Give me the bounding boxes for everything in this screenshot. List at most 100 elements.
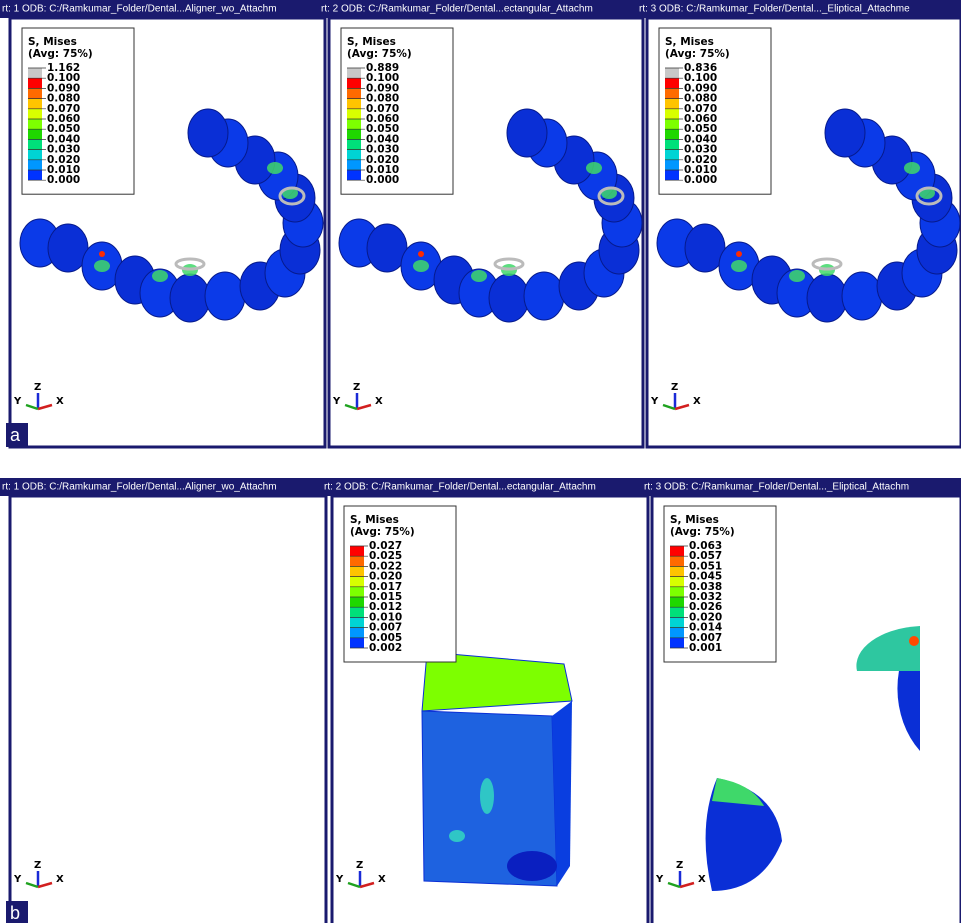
stress-zone <box>789 270 805 282</box>
legend-swatch <box>670 597 684 607</box>
legend-swatch <box>670 556 684 566</box>
tooth <box>170 274 210 322</box>
triad-label-z: Z <box>353 382 360 393</box>
legend-subtitle: (Avg: 75%) <box>665 48 730 60</box>
low-zone <box>507 851 557 881</box>
legend-swatch <box>28 68 42 78</box>
legend-title: S, Mises <box>28 36 77 48</box>
legend-swatch <box>347 88 361 98</box>
tooth <box>205 272 245 320</box>
legend-subtitle: (Avg: 75%) <box>28 48 93 60</box>
legend-value: 0.002 <box>369 642 402 654</box>
hotspot <box>99 251 105 257</box>
legend-swatch <box>665 119 679 129</box>
stress-zone <box>731 260 747 272</box>
tooth <box>188 109 228 157</box>
legend-swatch <box>350 638 364 648</box>
legend-swatch <box>350 587 364 597</box>
triad-label-x: X <box>698 874 706 885</box>
legend-swatch <box>350 628 364 638</box>
viewport-header: rt: 3 ODB: C:/Ramkumar_Folder/Dental..._… <box>644 482 909 493</box>
stress-zone <box>480 778 494 814</box>
tooth <box>524 272 564 320</box>
viewport-header: rt: 3 ODB: C:/Ramkumar_Folder/Dental..._… <box>639 4 910 15</box>
legend-swatch <box>665 129 679 139</box>
legend-title: S, Mises <box>670 514 719 526</box>
legend-value: 0.000 <box>47 174 80 186</box>
legend-swatch <box>670 638 684 648</box>
stress-zone <box>94 260 110 272</box>
panel-label: b <box>10 903 20 923</box>
legend-swatch <box>670 587 684 597</box>
legend-swatch <box>350 546 364 556</box>
stress-zone <box>586 162 602 174</box>
stress-zone <box>904 162 920 174</box>
legend-subtitle: (Avg: 75%) <box>347 48 412 60</box>
legend-value: 0.000 <box>684 174 717 186</box>
legend-swatch <box>347 68 361 78</box>
legend-title: S, Mises <box>347 36 396 48</box>
legend-swatch <box>665 68 679 78</box>
legend-swatch <box>670 607 684 617</box>
legend-swatch <box>347 109 361 119</box>
viewport-header: rt: 1 ODB: C:/Ramkumar_Folder/Dental...A… <box>2 482 277 493</box>
stress-zone <box>152 270 168 282</box>
triad-label-y: Y <box>13 874 22 885</box>
legend-swatch <box>347 139 361 149</box>
legend-swatch <box>665 78 679 88</box>
tooth <box>825 109 865 157</box>
legend-swatch <box>350 556 364 566</box>
legend-swatch <box>347 78 361 88</box>
legend-swatch <box>347 99 361 109</box>
hotspot <box>736 251 742 257</box>
tooth <box>807 274 847 322</box>
legend-swatch <box>670 546 684 556</box>
legend-value: 0.001 <box>689 642 722 654</box>
legend-swatch <box>350 607 364 617</box>
legend-swatch <box>350 597 364 607</box>
legend-value: 0.000 <box>366 174 399 186</box>
legend-swatch <box>665 109 679 119</box>
viewport-frame <box>10 496 326 923</box>
viewport-header: rt: 2 ODB: C:/Ramkumar_Folder/Dental...e… <box>324 482 596 493</box>
triad-label-x: X <box>693 396 701 407</box>
triad-label-y: Y <box>650 396 659 407</box>
triad-label-x: X <box>56 396 64 407</box>
legend-swatch <box>665 99 679 109</box>
hotspot <box>909 636 919 646</box>
legend-swatch <box>28 150 42 160</box>
triad-label-x: X <box>378 874 386 885</box>
legend-swatch <box>28 139 42 149</box>
legend-swatch <box>347 150 361 160</box>
legend-subtitle: (Avg: 75%) <box>670 526 735 538</box>
legend-swatch <box>670 617 684 627</box>
legend-subtitle: (Avg: 75%) <box>350 526 415 538</box>
triad-label-y: Y <box>335 874 344 885</box>
legend-swatch <box>670 566 684 576</box>
stress-zone <box>471 270 487 282</box>
legend-swatch <box>28 88 42 98</box>
triad-label-y: Y <box>655 874 664 885</box>
triad-label-z: Z <box>34 382 41 393</box>
tooth <box>507 109 547 157</box>
legend-swatch <box>28 129 42 139</box>
legend-swatch <box>347 160 361 170</box>
legend-swatch <box>28 170 42 180</box>
triad-label-x: X <box>56 874 64 885</box>
viewport-header: rt: 1 ODB: C:/Ramkumar_Folder/Dental...A… <box>2 4 277 15</box>
viewport-header: rt: 2 ODB: C:/Ramkumar_Folder/Dental...e… <box>321 4 593 15</box>
legend-swatch <box>665 160 679 170</box>
triad-label-z: Z <box>676 860 683 871</box>
stress-zone <box>449 830 465 842</box>
legend-swatch <box>665 170 679 180</box>
legend-swatch <box>28 99 42 109</box>
legend-swatch <box>28 109 42 119</box>
tooth <box>489 274 529 322</box>
triad-label-y: Y <box>332 396 341 407</box>
legend-title: S, Mises <box>350 514 399 526</box>
figure: rt: 1 ODB: C:/Ramkumar_Folder/Dental...A… <box>0 0 961 923</box>
legend-swatch <box>350 566 364 576</box>
legend-swatch <box>665 139 679 149</box>
hotspot <box>418 251 424 257</box>
legend-swatch <box>347 129 361 139</box>
